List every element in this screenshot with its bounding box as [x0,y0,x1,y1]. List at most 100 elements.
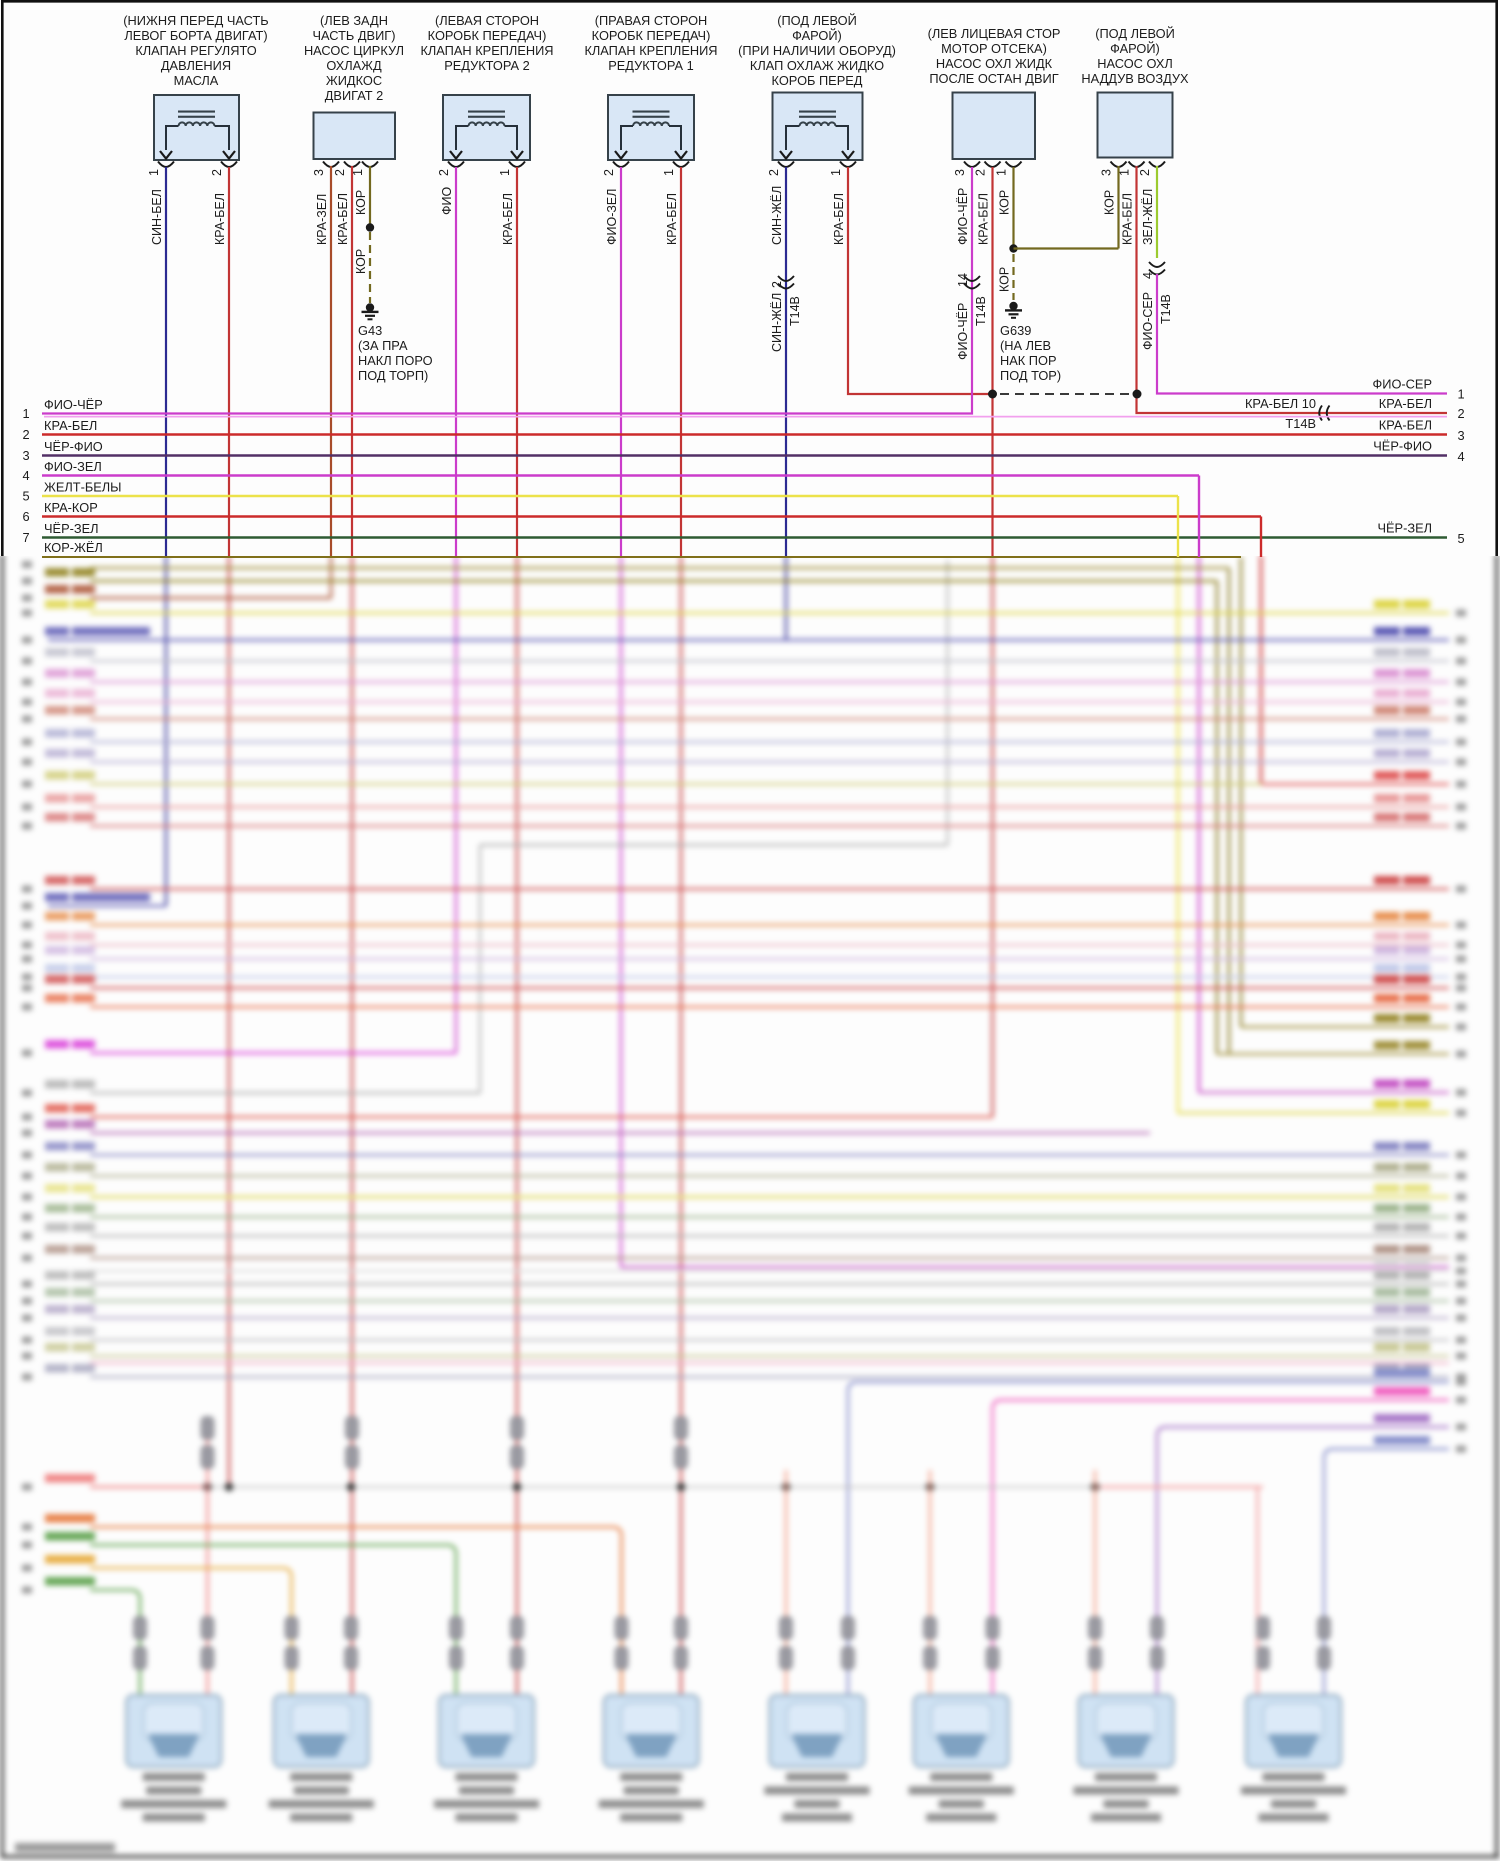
svg-text:G639: G639 [1000,323,1031,338]
svg-text:Т14В: Т14В [788,296,802,326]
svg-text:G43: G43 [358,323,382,338]
svg-text:1: 1 [498,169,512,176]
svg-text:(НА ЛЕВ: (НА ЛЕВ [1000,338,1051,353]
svg-text:ЖИДКОС: ЖИДКОС [326,73,382,88]
svg-text:1: 1 [662,169,676,176]
svg-text:ФИО-СЕР: ФИО-СЕР [1373,377,1432,392]
svg-text:1: 1 [1118,169,1132,176]
svg-text:НАСОС ОХЛ ЖИДК: НАСОС ОХЛ ЖИДК [936,56,1053,71]
svg-text:(ПРАВАЯ СТОРОН: (ПРАВАЯ СТОРОН [595,13,708,28]
svg-text:ФАРОЙ): ФАРОЙ) [792,28,842,43]
svg-text:НАКЛ ПОРО: НАКЛ ПОРО [358,353,433,368]
svg-text:КРА-БЕЛ: КРА-БЕЛ [336,193,350,245]
svg-text:КОР: КОР [998,267,1012,292]
svg-text:ЖЕЛТ-БЕЛЫ: ЖЕЛТ-БЕЛЫ [44,480,122,495]
svg-text:ДВИГАТ 2: ДВИГАТ 2 [325,88,384,103]
svg-text:КРА-БЕЛ: КРА-БЕЛ [44,418,97,433]
svg-text:3: 3 [1457,428,1464,443]
svg-text:2: 2 [437,169,451,176]
svg-text:3: 3 [312,169,326,176]
svg-text:НАДДУВ ВОЗДУХ: НАДДУВ ВОЗДУХ [1081,71,1189,86]
svg-text:4: 4 [1141,272,1155,279]
svg-text:КОР: КОР [998,190,1012,215]
svg-text:РЕДУКТОРА 1: РЕДУКТОРА 1 [608,58,694,73]
svg-text:ФИО-СЕР: ФИО-СЕР [1141,292,1155,350]
svg-text:(ЛЕВАЯ СТОРОН: (ЛЕВАЯ СТОРОН [435,13,539,28]
svg-text:КРА-БЕЛ: КРА-БЕЛ [213,193,227,245]
svg-text:(ПОД ЛЕВОЙ: (ПОД ЛЕВОЙ [777,13,857,28]
svg-text:(НИЖНЯ ПЕРЕД ЧАСТЬ: (НИЖНЯ ПЕРЕД ЧАСТЬ [123,13,268,28]
svg-text:(ЛЕВ ЛИЦЕВАЯ СТОР: (ЛЕВ ЛИЦЕВАЯ СТОР [928,26,1061,41]
svg-text:КРА-БЕЛ: КРА-БЕЛ [501,193,515,245]
svg-text:2: 2 [770,281,784,288]
svg-text:4: 4 [1457,449,1464,464]
svg-text:КЛАПАН РЕГУЛЯТО: КЛАПАН РЕГУЛЯТО [135,43,256,58]
svg-text:4: 4 [22,468,29,483]
svg-text:ЗЕЛ-ЖЁЛ: ЗЕЛ-ЖЁЛ [1141,189,1155,245]
svg-text:НАСОС ЦИРКУЛ: НАСОС ЦИРКУЛ [304,43,404,58]
svg-text:ПОД ТОРП): ПОД ТОРП) [358,368,428,383]
svg-text:КРА-БЕЛ: КРА-БЕЛ [977,193,991,245]
svg-text:2: 2 [1457,406,1464,421]
svg-text:3: 3 [953,169,967,176]
svg-text:1: 1 [147,169,161,176]
svg-text:ЧЁР-ЗЕЛ: ЧЁР-ЗЕЛ [1377,521,1432,536]
svg-text:КРА-БЕЛ: КРА-БЕЛ [1379,418,1432,433]
svg-text:7: 7 [22,530,29,545]
svg-text:ФИО: ФИО [440,187,454,215]
svg-text:КОРОБК ПЕРЕДАЧ): КОРОБК ПЕРЕДАЧ) [428,28,547,43]
svg-text:ПОД ТОР): ПОД ТОР) [1000,368,1061,383]
svg-text:ФАРОЙ): ФАРОЙ) [1110,41,1160,56]
svg-text:КРА-КОР: КРА-КОР [44,500,98,515]
svg-text:1: 1 [351,169,365,176]
svg-text:НАК ПОР: НАК ПОР [1000,353,1056,368]
svg-text:5: 5 [22,489,29,504]
svg-text:(ЛЕВ ЗАДН: (ЛЕВ ЗАДН [320,13,388,28]
svg-text:14: 14 [956,273,970,287]
svg-text:ФИО-ЗЕЛ: ФИО-ЗЕЛ [605,189,619,245]
svg-text:1: 1 [1457,387,1464,402]
svg-text:(ПРИ НАЛИЧИИ ОБОРУД): (ПРИ НАЛИЧИИ ОБОРУД) [738,43,896,58]
svg-text:2: 2 [974,169,988,176]
svg-text:ЛЕВОГ БОРТА ДВИГАТ): ЛЕВОГ БОРТА ДВИГАТ) [124,28,267,43]
svg-text:ЧЁР-ФИО: ЧЁР-ФИО [44,439,103,454]
svg-text:(ПОД ЛЕВОЙ: (ПОД ЛЕВОЙ [1095,26,1175,41]
svg-text:КЛАП ОХЛАЖ ЖИДКО: КЛАП ОХЛАЖ ЖИДКО [750,58,884,73]
svg-text:КРА-БЕЛ: КРА-БЕЛ [1121,193,1135,245]
svg-text:1: 1 [829,169,843,176]
svg-text:ФИО-ЗЕЛ: ФИО-ЗЕЛ [44,459,102,474]
svg-text:ДАВЛЕНИЯ: ДАВЛЕНИЯ [161,58,231,73]
svg-text:КОР: КОР [354,190,368,215]
svg-text:ЧАСТЬ ДВИГ): ЧАСТЬ ДВИГ) [313,28,396,43]
svg-text:СИН-ЖЁЛ: СИН-ЖЁЛ [770,293,784,352]
svg-text:5: 5 [1457,531,1464,546]
svg-text:КРА-БЕЛ 10: КРА-БЕЛ 10 [1245,396,1316,411]
svg-text:Т14В: Т14В [1285,416,1316,431]
svg-text:ЧЁР-ФИО: ЧЁР-ФИО [1373,439,1432,454]
svg-text:(ЗА ПРА: (ЗА ПРА [358,338,408,353]
svg-text:1: 1 [22,406,29,421]
svg-text:КРА-БЕЛ: КРА-БЕЛ [832,193,846,245]
svg-text:СИН-БЕЛ: СИН-БЕЛ [150,189,164,245]
svg-text:ФИО-ЧЁР: ФИО-ЧЁР [44,397,103,412]
svg-text:2: 2 [767,169,781,176]
svg-text:КОРОБ ПЕРЕД: КОРОБ ПЕРЕД [772,73,863,88]
svg-text:2: 2 [22,427,29,442]
svg-text:ПОСЛЕ ОСТАН ДВИГ: ПОСЛЕ ОСТАН ДВИГ [929,71,1058,86]
svg-text:ФИО-ЧЁР: ФИО-ЧЁР [956,188,970,245]
svg-text:МАСЛА: МАСЛА [174,73,219,88]
svg-text:МОТОР ОТСЕКА): МОТОР ОТСЕКА) [941,41,1047,56]
svg-text:3: 3 [22,448,29,463]
svg-text:Т14В: Т14В [1159,294,1173,324]
svg-text:ФИО-ЧЁР: ФИО-ЧЁР [956,303,970,360]
svg-text:2: 2 [1138,169,1152,176]
svg-text:3: 3 [1100,169,1114,176]
svg-text:ЧЁР-ЗЕЛ: ЧЁР-ЗЕЛ [44,521,99,536]
svg-text:1: 1 [995,169,1009,176]
svg-text:КРА-БЕЛ: КРА-БЕЛ [665,193,679,245]
svg-text:КОР-ЖЁЛ: КОР-ЖЁЛ [44,540,103,555]
svg-text:2: 2 [602,169,616,176]
svg-text:КРА-БЕЛ: КРА-БЕЛ [1379,396,1432,411]
svg-text:КЛАПАН КРЕПЛЕНИЯ: КЛАПАН КРЕПЛЕНИЯ [584,43,717,58]
svg-text:КОР: КОР [354,249,368,274]
